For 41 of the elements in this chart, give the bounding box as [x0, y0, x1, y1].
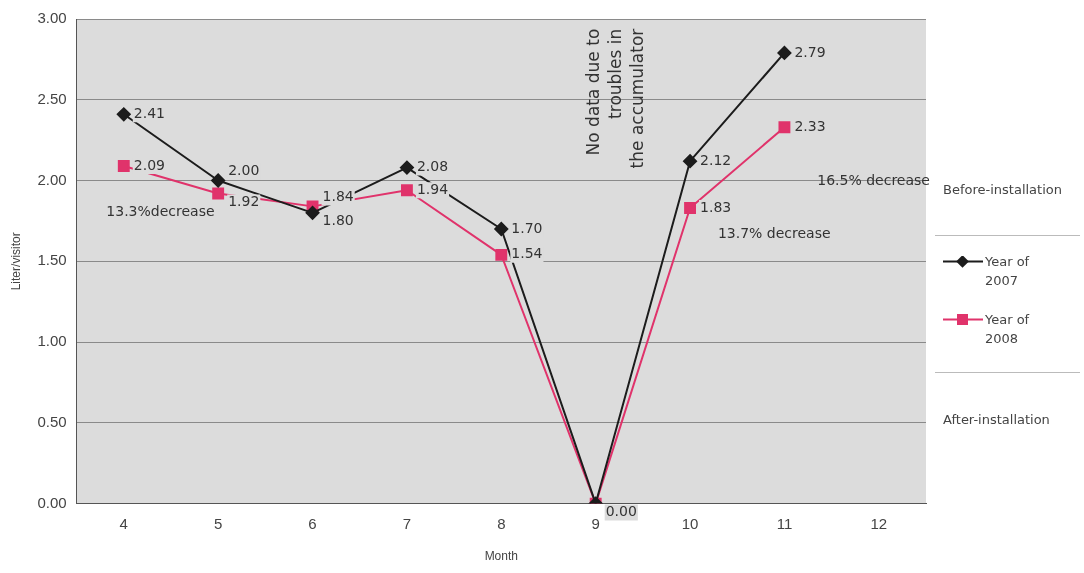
data-label: 2.09 — [133, 156, 165, 173]
annotation: 13.3%decrease — [106, 203, 215, 220]
data-label: 1.84 — [322, 188, 354, 205]
y-tick-label: 3.00 — [37, 9, 67, 27]
x-tick-label: 8 — [497, 514, 506, 532]
x-tick-label: 4 — [119, 514, 128, 532]
data-label: 2.41 — [133, 104, 165, 121]
data-label: 2.08 — [416, 158, 449, 175]
data-label: 0.00 — [605, 503, 637, 520]
annotation: No data due to troubles in the accumulator — [583, 28, 648, 169]
y-tick-label: 2.50 — [37, 89, 67, 107]
x-tick-label: 12 — [870, 514, 888, 532]
data-label: 1.54 — [511, 245, 543, 262]
y-tick-label: 2.00 — [37, 170, 67, 188]
data-label: 2.79 — [794, 43, 826, 60]
data-label: 1.94 — [416, 180, 449, 197]
y-tick-label: 1.00 — [37, 332, 67, 350]
x-tick-label: 6 — [308, 514, 317, 532]
data-label: 2.33 — [794, 117, 826, 134]
x-tick-label: 11 — [776, 514, 793, 532]
y-axis-title: Liter/visitor — [8, 232, 23, 291]
data-label: 1.83 — [700, 198, 732, 215]
y-tick-label: 0.00 — [37, 493, 67, 511]
text: After-installation — [943, 411, 1051, 429]
legend-label: Year of 2008 — [985, 311, 1031, 348]
x-tick-label: 9 — [591, 514, 600, 532]
y-tick-label: 0.50 — [37, 412, 67, 430]
data-label: 1.92 — [228, 193, 260, 210]
x-axis-title: Month — [484, 549, 518, 564]
annotation: 13.7% decrease — [717, 225, 831, 242]
y-tick-label: 1.50 — [37, 251, 67, 269]
data-label: 2.00 — [228, 162, 260, 179]
x-tick-label: 7 — [402, 514, 412, 532]
data-label: 2.12 — [700, 151, 732, 168]
annotation: 16.5% decrease — [817, 171, 930, 188]
x-tick-label: 5 — [213, 514, 223, 532]
x-tick-label: 10 — [681, 514, 699, 532]
legend-label: Year of 2007 — [985, 253, 1031, 290]
text: Before-installation — [943, 181, 1063, 199]
data-label: 1.70 — [511, 219, 543, 236]
data-label: 1.80 — [322, 212, 354, 229]
